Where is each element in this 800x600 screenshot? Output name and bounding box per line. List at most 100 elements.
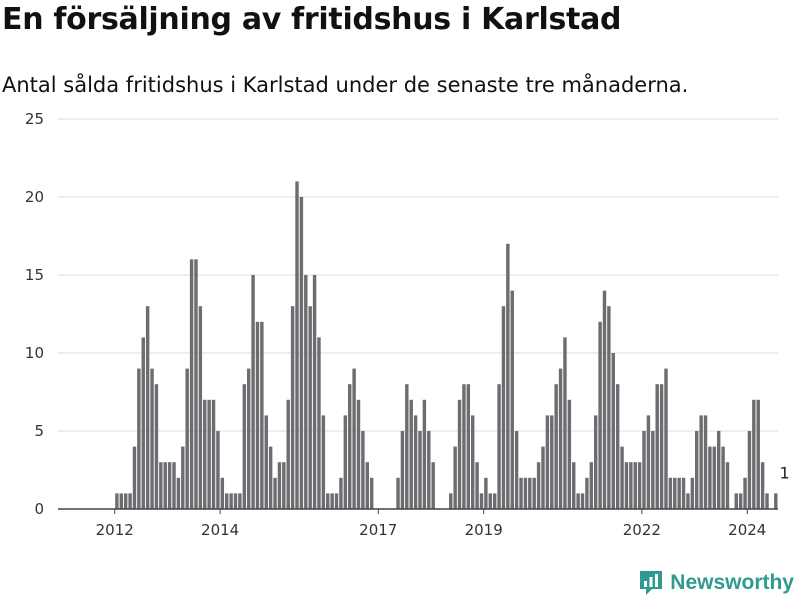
bar [712,446,717,509]
bar [427,431,431,509]
bar [765,493,769,509]
bar [290,306,295,509]
bar [637,462,642,509]
bar [611,353,615,509]
bar [255,321,260,509]
bar [760,462,765,509]
bar [734,493,738,509]
bar [664,368,668,509]
bar [651,431,655,509]
y-tick-label: 15 [25,266,44,284]
bar [475,462,479,509]
bar [396,477,400,509]
bar [492,493,497,509]
x-tick-label: 2024 [728,521,766,539]
bar [523,477,528,509]
bar [462,384,466,509]
bar [554,384,558,509]
bar [738,493,743,509]
highlight-data-label: 1 [779,463,789,482]
bar [470,415,475,509]
bar [580,493,585,509]
bar [602,290,607,509]
bar [145,306,150,509]
bar [418,431,422,509]
bar [220,477,225,509]
bar [716,431,721,509]
newsworthy-brand[interactable]: Newsworthy [638,569,794,597]
bar [593,415,598,509]
bar [510,290,514,509]
bar [216,431,220,509]
bar [242,384,247,509]
bar [589,462,594,509]
x-tick-label: 2014 [201,521,239,539]
bar [150,368,154,509]
bar [747,431,752,509]
bar [536,462,541,509]
bar-chart: 0 5 10 15 20 25 2012 2014 2017 2019 2022 2024 1 [25,110,790,539]
bar [677,477,681,509]
bar [189,259,194,509]
bar [550,415,554,509]
x-tick-label: 2012 [96,521,134,539]
y-tick-label: 25 [25,110,44,128]
bar [519,477,523,509]
bar [361,431,365,509]
bar [163,462,167,509]
bar [457,399,462,509]
bar [141,337,145,509]
bar [620,446,624,509]
bar [343,415,348,509]
bar [198,306,203,509]
x-axis: 2012 2014 2017 2019 2022 2024 [58,508,778,539]
data-labels: 1 [779,463,789,482]
bar [312,275,317,509]
bar [532,477,536,509]
bar [211,399,216,509]
bar [304,275,308,509]
bar [479,493,484,509]
x-tick-label: 2017 [359,521,397,539]
bar [633,462,637,509]
x-tick-label: 2019 [465,521,503,539]
bar [774,493,778,509]
bars [115,181,778,510]
bar [246,368,251,509]
bar [268,446,273,509]
bar [128,493,132,509]
bar [238,493,242,509]
bar [123,493,128,509]
bar [655,384,659,509]
bar [132,446,137,509]
bar [699,415,703,509]
bar [321,415,326,509]
y-tick-label: 20 [25,188,44,206]
bar [681,477,686,509]
bar [541,446,545,509]
bar [159,462,163,509]
bar [659,384,664,509]
bar [708,446,712,509]
bar [167,462,172,509]
bar [339,477,343,509]
bar [115,493,119,509]
bar [203,399,207,509]
bar [295,181,299,509]
bar [721,446,725,509]
y-tick-label: 10 [25,344,44,362]
chart-subtitle: Antal sålda fritidshus i Karlstad under … [2,73,689,97]
bar [528,477,532,509]
y-tick-label: 5 [34,422,44,440]
bar [743,477,747,509]
bar [484,477,488,509]
bar [400,431,405,509]
bar [369,477,374,509]
bar [277,462,282,509]
bar [299,197,304,509]
bar [453,446,457,509]
bar [185,368,189,509]
bar [137,368,141,509]
bar [172,462,176,509]
bar [545,415,550,509]
